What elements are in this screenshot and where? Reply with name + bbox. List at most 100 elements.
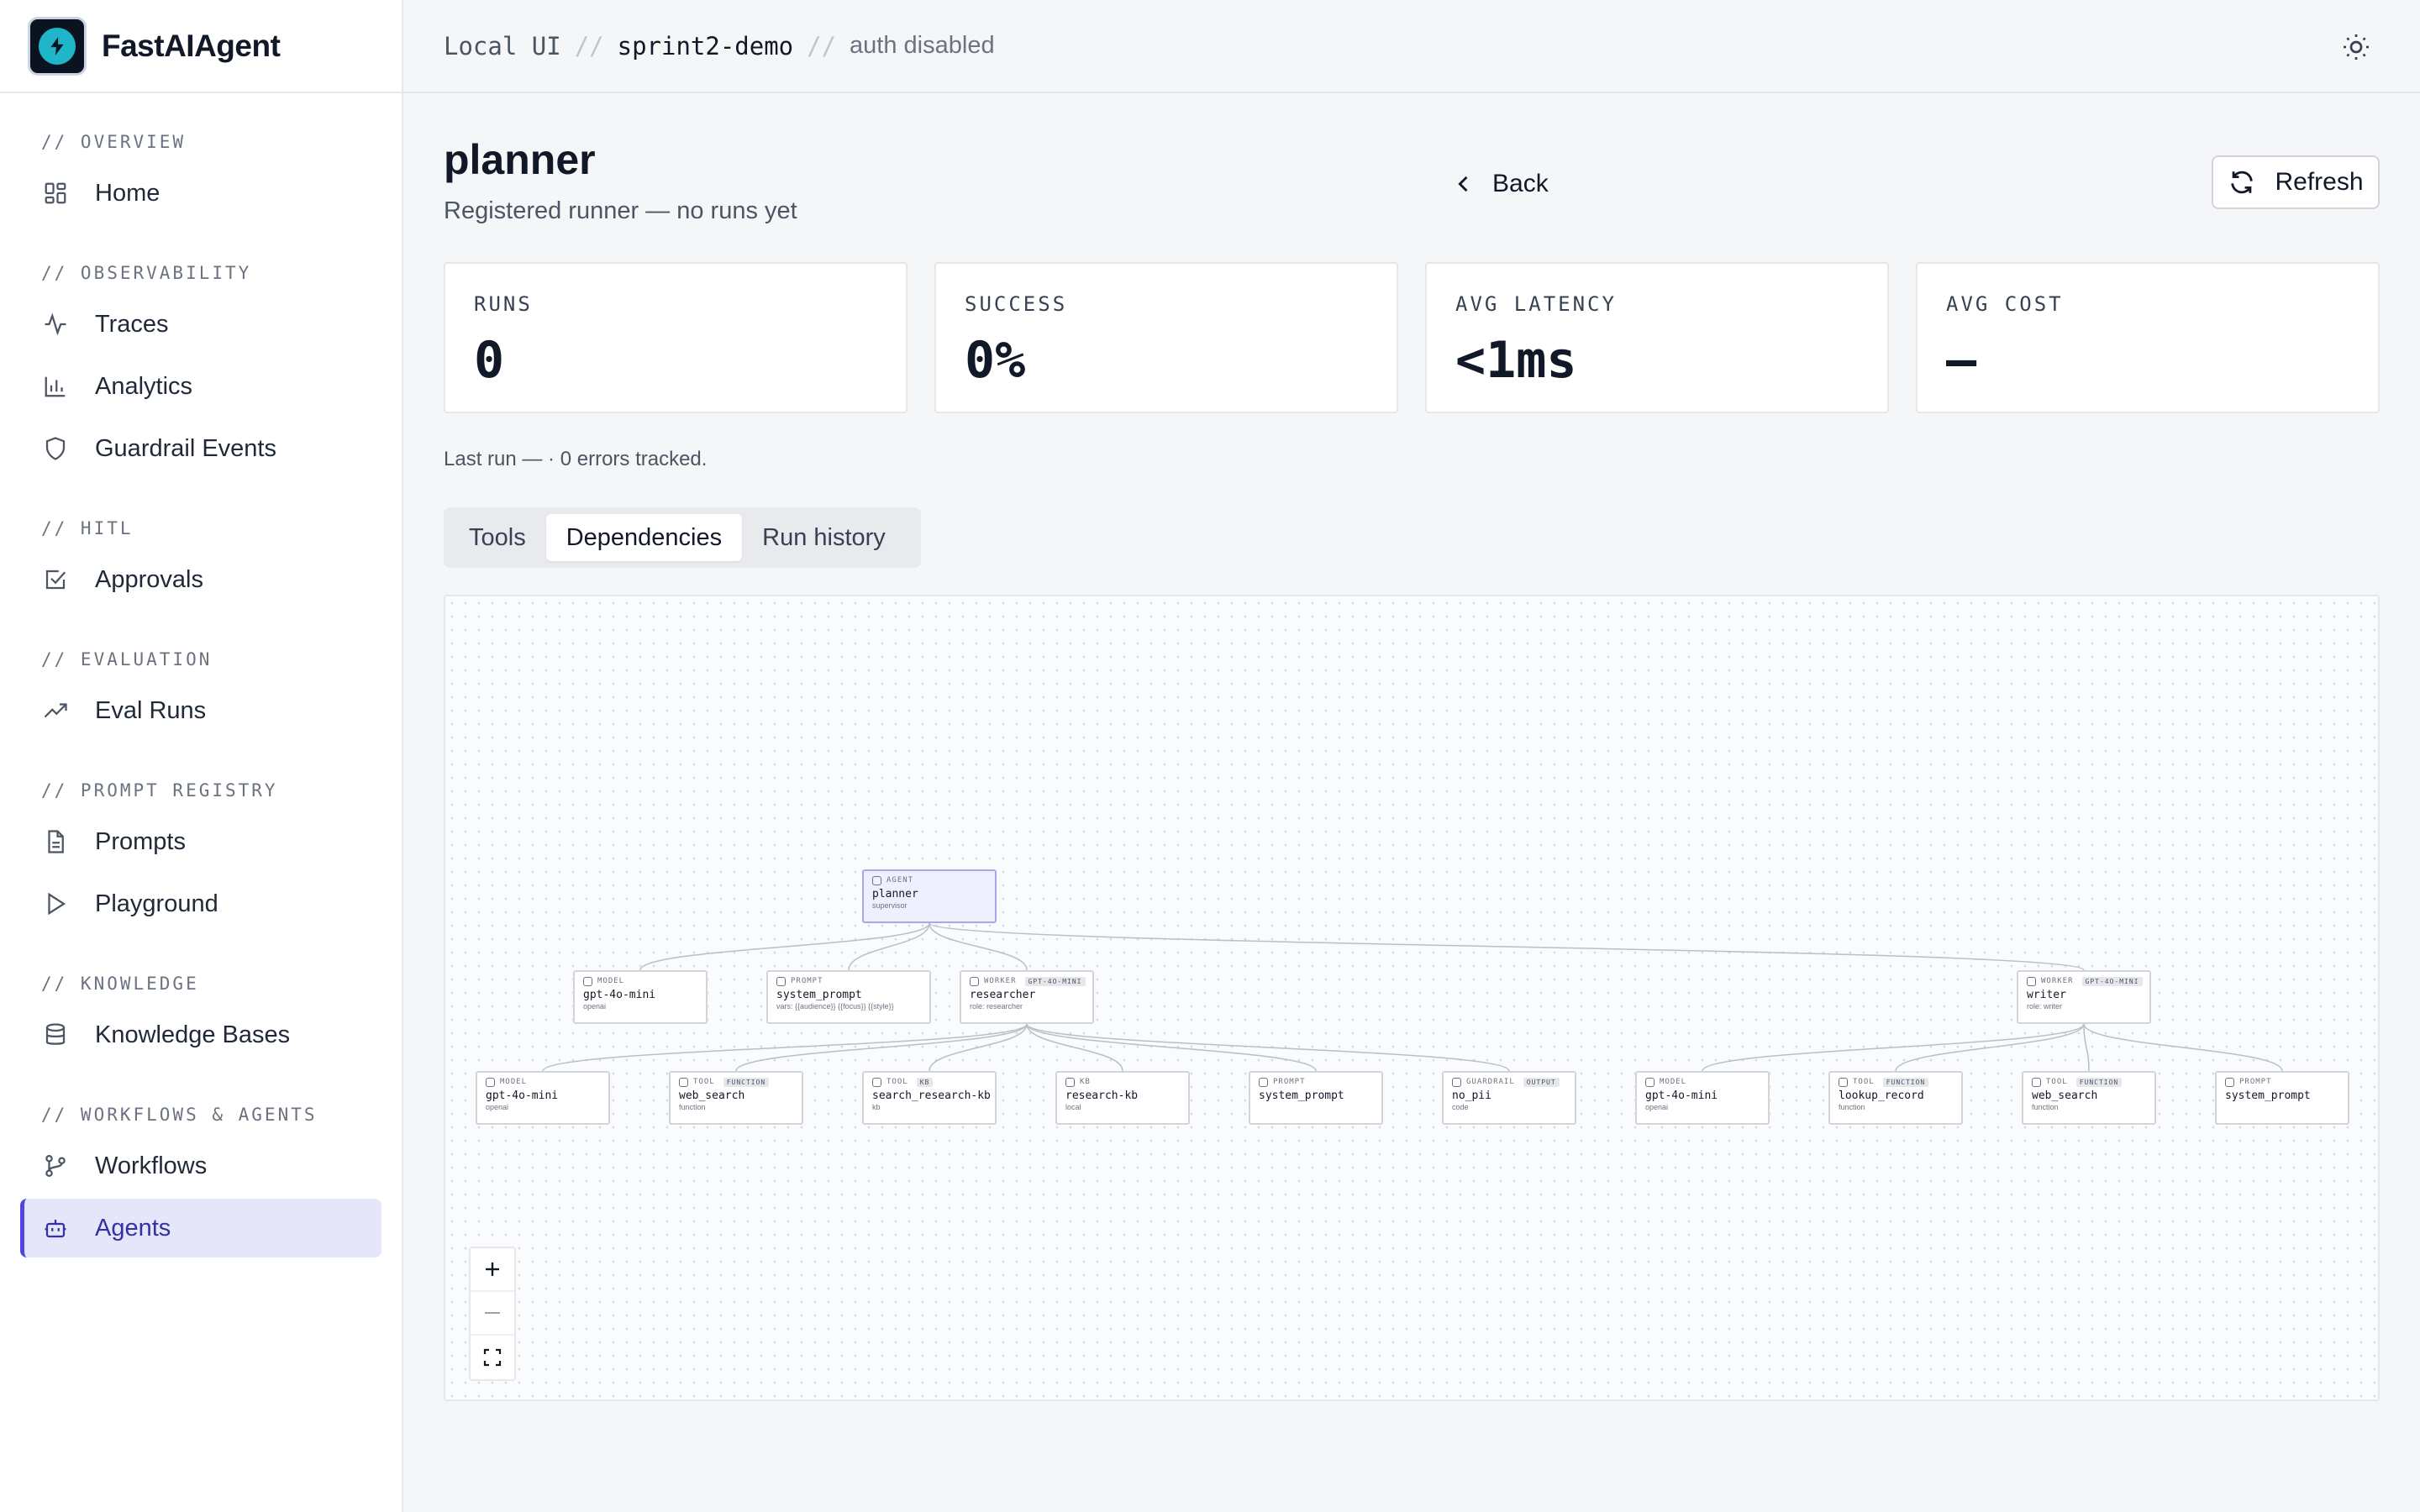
graph-node-kind-label: GUARDRAIL (1466, 1078, 1515, 1086)
graph-node-subtitle: openai (1645, 1103, 1669, 1111)
back-button[interactable]: Back (1452, 162, 1549, 206)
graph-node-kind-label: WORKER (984, 977, 1017, 985)
graph-node-prompt[interactable]: PROMPT system_prompt vars: {{audience}} {{… (766, 970, 931, 1024)
stat-value: <1ms (1455, 331, 1577, 390)
tab-dependencies[interactable]: Dependencies (545, 514, 743, 561)
graph-node-tool[interactable]: TOOL KB search_research-kb kb (862, 1071, 997, 1125)
graph-node-name: search_research-kb (872, 1089, 991, 1102)
breadcrumb-auth-status: auth disabled (850, 32, 995, 59)
sidebar-item-eval-runs[interactable]: Eval Runs (20, 681, 381, 740)
graph-node-tool[interactable]: TOOL FUNCTION web_search function (2022, 1071, 2156, 1125)
graph-node-kind: PROMPT (776, 975, 929, 987)
refresh-icon (2231, 171, 2254, 194)
graph-node-kind: PROMPT (2225, 1076, 2348, 1088)
tab-bar: Tools Dependencies Run history (444, 507, 921, 568)
graph-node-kind: TOOL FUNCTION (679, 1076, 802, 1088)
graph-node-prompt[interactable]: PROMPT system_prompt (2215, 1071, 2349, 1125)
nav-section-header: // WORKFLOWS & AGENTS (41, 1105, 318, 1125)
sidebar-nav: // OVERVIEW Home // OBSERVABILITY Traces (0, 93, 402, 1257)
sidebar-item-analytics[interactable]: Analytics (20, 357, 381, 416)
zoom-out-button[interactable] (471, 1292, 514, 1336)
graph-node-model[interactable]: MODEL gpt-4o-mini openai (1635, 1071, 1770, 1125)
refresh-button[interactable]: Refresh (2212, 155, 2380, 209)
breadcrumb: Local UI // sprint2-demo // auth disable… (444, 32, 995, 60)
sidebar-item-label: Approvals (95, 565, 203, 593)
sun-icon (2344, 34, 2369, 60)
tool-icon (1839, 1077, 1848, 1087)
graph-node-kind: MODEL (583, 975, 706, 987)
sidebar-item-label: Prompts (95, 827, 186, 855)
graph-node-name: gpt-4o-mini (486, 1089, 559, 1102)
sidebar-item-prompts[interactable]: Prompts (20, 812, 381, 871)
graph-node-kind-label: PROMPT (2239, 1078, 2272, 1086)
breadcrumb-root[interactable]: Local UI (444, 31, 561, 60)
topbar: Local UI // sprint2-demo // auth disable… (403, 0, 2420, 93)
sidebar-item-guardrail-events[interactable]: Guardrail Events (20, 419, 381, 478)
sidebar-item-label: Playground (95, 890, 218, 917)
graph-node-agent[interactable]: AGENT planner supervisor (862, 869, 997, 923)
graph-node-name: lookup_record (1839, 1089, 1924, 1102)
graph-node-model[interactable]: MODEL gpt-4o-mini openai (573, 970, 708, 1024)
tool-icon (872, 1077, 881, 1087)
nav-section-header: // PROMPT REGISTRY (41, 780, 278, 801)
trending-up-icon (41, 696, 70, 725)
graph-node-model[interactable]: MODEL gpt-4o-mini openai (476, 1071, 610, 1125)
sidebar-item-traces[interactable]: Traces (20, 295, 381, 354)
theme-toggle-button[interactable] (2341, 32, 2371, 62)
graph-node-tool[interactable]: TOOL FUNCTION lookup_record function (1828, 1071, 1963, 1125)
bot-icon (41, 1214, 70, 1242)
sidebar-item-workflows[interactable]: Workflows (20, 1137, 381, 1195)
graph-node-kind-label: TOOL (693, 1078, 715, 1086)
sidebar-item-knowledge-bases[interactable]: Knowledge Bases (20, 1005, 381, 1064)
graph-edge (1026, 1023, 1510, 1072)
graph-node-kind-label: KB (1080, 1078, 1091, 1086)
graph-node-subtitle: function (2032, 1103, 2059, 1111)
brand[interactable]: FastAIAgent (0, 0, 402, 93)
graph-node-kind: WORKER GPT-4O-MINI (2027, 975, 2149, 987)
dependency-graph-canvas[interactable]: AGENT planner supervisor MODEL gpt-4o-mini op… (444, 595, 2380, 1401)
stat-label: SUCCESS (965, 292, 1068, 316)
bar-chart-icon (41, 372, 70, 401)
graph-node-subtitle: supervisor (872, 901, 908, 910)
graph-node-kind-label: AGENT (886, 876, 914, 885)
sidebar-item-playground[interactable]: Playground (20, 874, 381, 933)
sidebar-item-agents[interactable]: Agents (20, 1199, 381, 1257)
graph-node-name: web_search (679, 1089, 745, 1102)
graph-edge (929, 922, 2085, 971)
graph-node-subtitle: kb (872, 1103, 881, 1111)
graph-node-subtitle: function (1839, 1103, 1865, 1111)
sidebar-item-approvals[interactable]: Approvals (20, 550, 381, 609)
graph-node-kind: TOOL FUNCTION (1839, 1076, 1961, 1088)
tab-tools[interactable]: Tools (469, 523, 526, 551)
zoom-in-button[interactable] (471, 1248, 514, 1292)
tab-run-history[interactable]: Run history (762, 523, 886, 551)
page-title: planner (444, 136, 596, 183)
tool-icon (679, 1077, 688, 1087)
breadcrumb-project[interactable]: sprint2-demo (617, 31, 794, 60)
graph-edge (929, 1023, 1028, 1072)
graph-node-badge: FUNCTION (2075, 1077, 2123, 1087)
sidebar-item-label: Eval Runs (95, 696, 207, 724)
graph-edge (2083, 1023, 2090, 1072)
graph-node-subtitle: openai (486, 1103, 509, 1111)
sidebar-item-home[interactable]: Home (20, 164, 381, 223)
graph-node-guardrail[interactable]: GUARDRAIL OUTPUT no_pii code (1442, 1071, 1576, 1125)
nav-section-header: // OVERVIEW (41, 132, 187, 152)
fit-view-button[interactable] (471, 1336, 514, 1379)
graph-edge (639, 922, 930, 971)
plus-icon (486, 1263, 499, 1276)
graph-node-tool[interactable]: TOOL FUNCTION web_search function (669, 1071, 803, 1125)
check-square-icon (41, 565, 70, 594)
graph-node-name: system_prompt (1259, 1089, 1344, 1102)
database-icon (41, 1021, 70, 1049)
graph-node-prompt[interactable]: PROMPT system_prompt (1249, 1071, 1383, 1125)
graph-node-worker[interactable]: WORKER GPT-4O-MINI writer role: writer (2017, 970, 2151, 1024)
graph-edge (1895, 1023, 2085, 1072)
graph-node-worker[interactable]: WORKER GPT-4O-MINI researcher role: researc… (960, 970, 1094, 1024)
breadcrumb-separator: // (574, 31, 604, 60)
play-icon (41, 890, 70, 918)
stat-label: RUNS (474, 292, 533, 316)
graph-edge (1702, 1023, 2085, 1072)
graph-node-kb[interactable]: KB research-kb local (1055, 1071, 1190, 1125)
sidebar-item-label: Guardrail Events (95, 434, 276, 462)
